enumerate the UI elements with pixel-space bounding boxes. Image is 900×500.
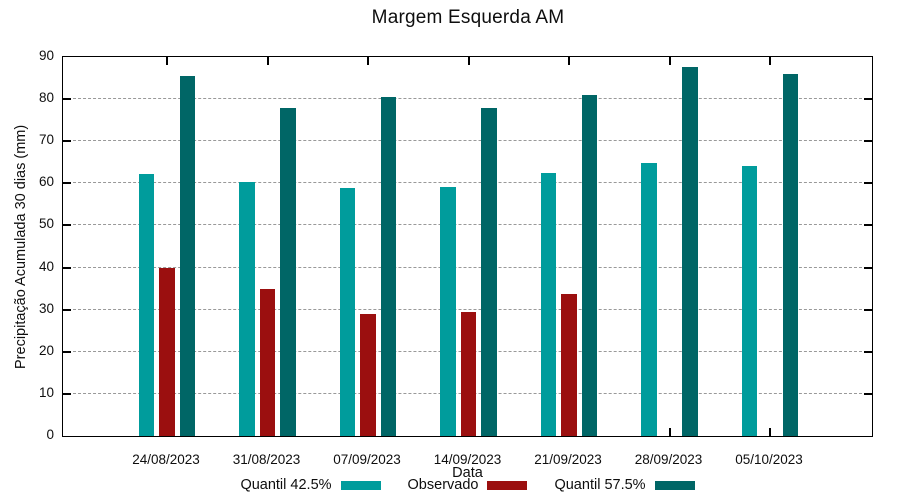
y-tick-mark — [63, 266, 71, 269]
bar-quantil-42.5% — [741, 166, 758, 436]
bar-observado — [561, 294, 577, 436]
y-tick-label: 20 — [38, 342, 54, 358]
y-tick-mark — [63, 140, 71, 143]
legend-swatch — [340, 480, 381, 490]
x-tick-label: 24/08/2023 — [132, 452, 200, 467]
y-tick-mark — [63, 350, 71, 353]
bar-quantil-42.5% — [138, 174, 155, 436]
x-tick-mark — [769, 57, 771, 65]
y-tick-mark — [864, 140, 872, 143]
x-tick-label: 14/09/2023 — [433, 452, 502, 467]
y-tick-mark — [864, 182, 872, 185]
legend-label: Observado — [407, 477, 479, 493]
legend-swatch — [654, 480, 695, 490]
gridline — [63, 266, 872, 268]
y-tick-mark — [864, 98, 872, 101]
x-tick-mark — [568, 57, 570, 65]
y-tick-label: 0 — [46, 427, 54, 442]
y-tick-mark — [864, 266, 872, 269]
x-tick-label: 31/08/2023 — [232, 452, 301, 467]
y-tick-mark — [63, 224, 71, 227]
y-tick-label: 10 — [38, 384, 54, 400]
y-tick-mark — [864, 392, 872, 395]
y-tick-mark — [63, 182, 71, 185]
chart-title: Margem Esquerda AM — [371, 7, 565, 28]
y-tick-label: 90 — [38, 48, 54, 63]
legend: Quantil 42.5% Observado Quantil 57.5% — [62, 477, 873, 493]
gridline — [63, 182, 872, 184]
bar-quantil-57.5% — [581, 94, 598, 436]
y-tick-label: 70 — [38, 132, 54, 148]
legend-swatch — [487, 480, 528, 490]
bar-quantil-57.5% — [179, 76, 196, 436]
legend-label: Quantil 42.5% — [240, 477, 332, 493]
bar-observado — [259, 289, 276, 436]
y-tick-mark — [864, 224, 872, 227]
legend-entry: Observado — [408, 477, 528, 493]
gridline — [63, 224, 872, 226]
x-tick-mark — [769, 428, 771, 436]
x-tick-label: 07/09/2023 — [333, 452, 401, 467]
bar-quantil-42.5% — [540, 173, 557, 436]
y-tick-label: 50 — [38, 216, 54, 232]
x-axis-label: Data — [452, 465, 483, 481]
y-tick-label: 30 — [38, 300, 54, 316]
y-tick-mark — [63, 308, 71, 311]
bar-quantil-42.5% — [239, 182, 255, 436]
plot-area — [62, 56, 873, 437]
bar-quantil-57.5% — [682, 66, 698, 436]
y-tick-label: 80 — [38, 90, 54, 106]
y-tick-label: 40 — [38, 258, 54, 274]
x-tick-label: 05/10/2023 — [735, 452, 803, 467]
x-tick-mark — [166, 57, 168, 65]
x-tick-mark — [668, 428, 671, 436]
x-tick-label: 28/09/2023 — [634, 452, 703, 467]
y-tick-mark — [864, 308, 872, 311]
legend-entry: Quantil 57.5% — [554, 477, 695, 493]
x-tick-mark — [266, 57, 269, 65]
x-tick-mark — [467, 57, 470, 65]
y-tick-label: 60 — [38, 174, 54, 190]
bar-quantil-57.5% — [481, 107, 497, 436]
bar-observado — [159, 268, 175, 436]
bar-quantil-42.5% — [641, 163, 657, 436]
legend-label: Quantil 57.5% — [554, 477, 646, 493]
y-tick-mark — [864, 350, 872, 353]
y-tick-mark — [63, 98, 71, 101]
bar-quantil-57.5% — [380, 97, 397, 436]
bar-quantil-42.5% — [440, 186, 456, 436]
bar-quantil-42.5% — [339, 187, 356, 436]
x-tick-mark — [367, 57, 369, 65]
gridline — [63, 308, 872, 310]
gridline — [63, 98, 872, 100]
gridline — [63, 140, 872, 142]
bar-quantil-57.5% — [782, 74, 799, 436]
y-tick-mark — [63, 392, 71, 395]
bar-observado — [460, 312, 477, 436]
y-axis-label: Precipitação Acumulada 30 dias (mm) — [13, 124, 29, 369]
legend-entry: Quantil 42.5% — [240, 477, 381, 493]
x-tick-label: 21/09/2023 — [534, 452, 602, 467]
bar-quantil-57.5% — [280, 107, 296, 436]
bar-observado — [360, 313, 376, 436]
x-tick-mark — [668, 57, 671, 65]
